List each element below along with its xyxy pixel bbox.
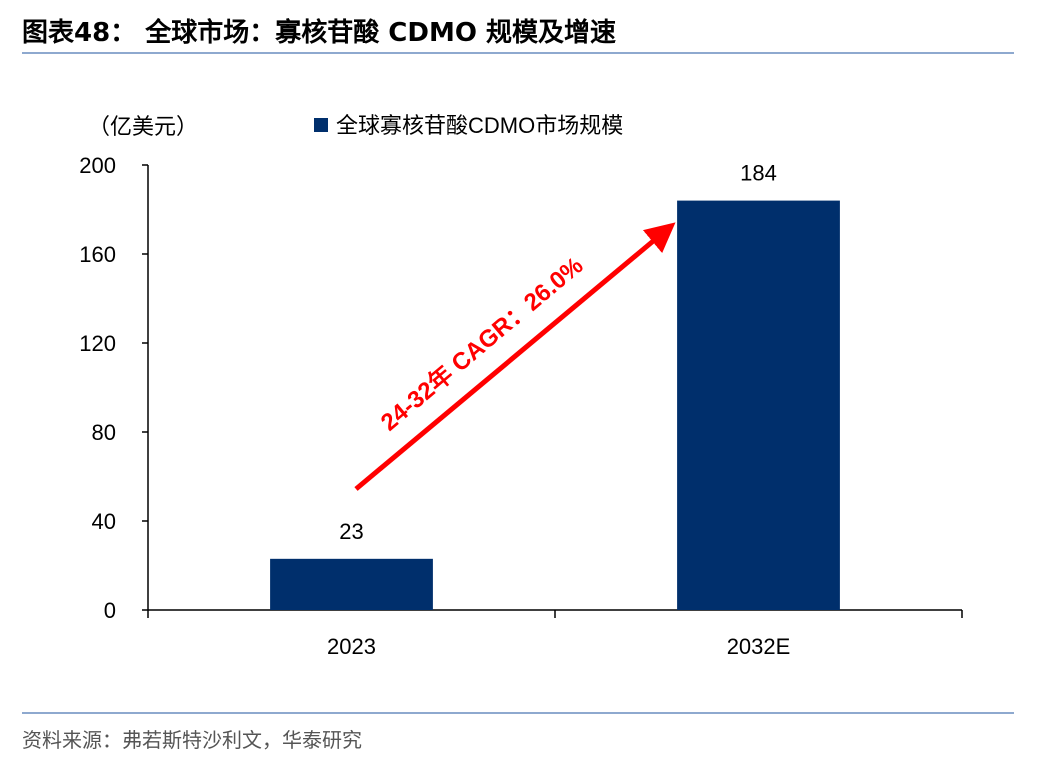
y-tick-label: 120: [79, 331, 116, 356]
cagr-label: 24-32年 CAGR：26.0%: [375, 251, 588, 436]
source-note: 资料来源：弗若斯特沙利文，华泰研究: [22, 728, 362, 752]
cagr-annotation: 24-32年 CAGR：26.0%: [354, 222, 676, 491]
y-axis-unit-label: （亿美元）: [88, 114, 198, 139]
y-tick-label: 0: [104, 598, 116, 623]
bar-series: 23 184: [270, 161, 840, 610]
bar-2032e: [677, 200, 840, 610]
title-divider: [22, 52, 1014, 54]
legend-label: 全球寡核苷酸CDMO市场规模: [336, 113, 623, 138]
y-tick-label: 200: [79, 153, 116, 178]
x-tick-label: 2023: [327, 634, 376, 659]
legend: 全球寡核苷酸CDMO市场规模: [314, 113, 623, 138]
bar-2023: [270, 558, 433, 610]
legend-swatch: [314, 118, 328, 132]
y-tick-label: 160: [79, 242, 116, 267]
x-tick-label: 2032E: [727, 634, 791, 659]
source-divider: [22, 712, 1014, 714]
y-tick-label: 80: [92, 420, 116, 445]
bar-value-label: 184: [740, 161, 777, 186]
growth-arrow: [354, 222, 676, 491]
y-tick-label: 40: [92, 509, 116, 534]
bar-value-label: 23: [339, 519, 363, 544]
figure-title: 图表48： 全球市场：寡核苷酸 CDMO 规模及增速: [22, 18, 616, 48]
